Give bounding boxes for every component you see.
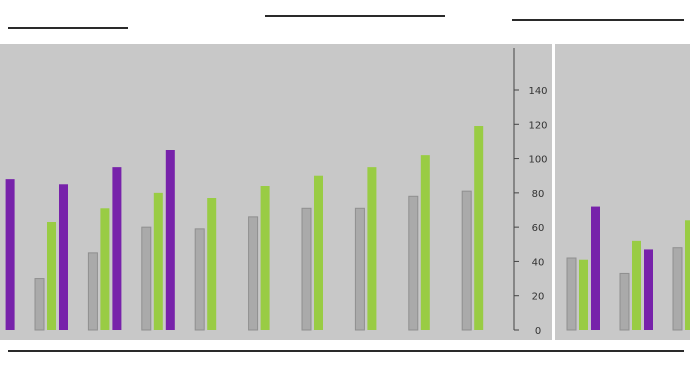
right-bar-2-2 — [632, 240, 641, 330]
left-bar-3-1 — [5, 179, 15, 330]
y-tick-label: 20 — [532, 292, 545, 303]
left-bar-2-4 — [153, 192, 163, 330]
right-bar-1-2 — [619, 272, 630, 331]
y-tick-label: 100 — [528, 155, 547, 166]
left-bar-2-7 — [314, 175, 323, 330]
right-bar-2-3 — [685, 220, 690, 330]
header-text-line-right — [512, 19, 684, 21]
left-bar-1-6 — [248, 216, 259, 331]
left-bar-2-3 — [100, 208, 110, 330]
left-bar-1-5 — [194, 228, 205, 331]
y-axis: 0 20 40 60 80 100 120 140 — [513, 48, 548, 337]
top-header-band — [0, 0, 690, 44]
left-bar-1-4 — [141, 226, 152, 331]
bottom-category-band — [0, 340, 690, 367]
right-bar-1-3 — [672, 247, 683, 331]
left-bar-1-2 — [34, 278, 45, 331]
right-bar-2-1 — [579, 259, 588, 330]
left-bar-3-4 — [165, 150, 175, 330]
left-bar-2-9 — [420, 155, 430, 330]
left-bar-1-7 — [301, 207, 312, 331]
left-bar-2-5 — [207, 198, 217, 330]
left-bar-2-10 — [474, 126, 484, 330]
right-bar-3-1 — [591, 206, 600, 330]
left-bar-2-8 — [367, 167, 377, 330]
y-tick-label: 0 — [535, 326, 541, 337]
plot-area-right — [566, 206, 690, 331]
header-text-line-left — [8, 27, 128, 29]
left-bar-3-3 — [112, 167, 122, 330]
left-bar-3-2 — [59, 184, 68, 330]
panel-divider — [552, 44, 555, 340]
y-tick-label: 80 — [532, 189, 545, 200]
category-text-line — [8, 350, 684, 352]
left-bar-1-8 — [354, 207, 365, 331]
plot-area-left — [5, 126, 484, 331]
y-tick-label: 60 — [532, 223, 545, 234]
right-bar-1-1 — [566, 257, 577, 331]
left-bar-1-9 — [408, 195, 419, 331]
y-tick-label: 120 — [528, 120, 547, 131]
y-tick-label: 40 — [532, 257, 545, 268]
left-bar-2-2 — [47, 222, 56, 330]
left-bar-1-10 — [461, 190, 472, 331]
header-text-line-center — [265, 15, 445, 17]
right-bar-3-2 — [644, 249, 653, 330]
left-bar-2-6 — [260, 186, 270, 330]
y-tick-label: 140 — [528, 86, 547, 97]
left-bar-1-3 — [87, 252, 98, 331]
